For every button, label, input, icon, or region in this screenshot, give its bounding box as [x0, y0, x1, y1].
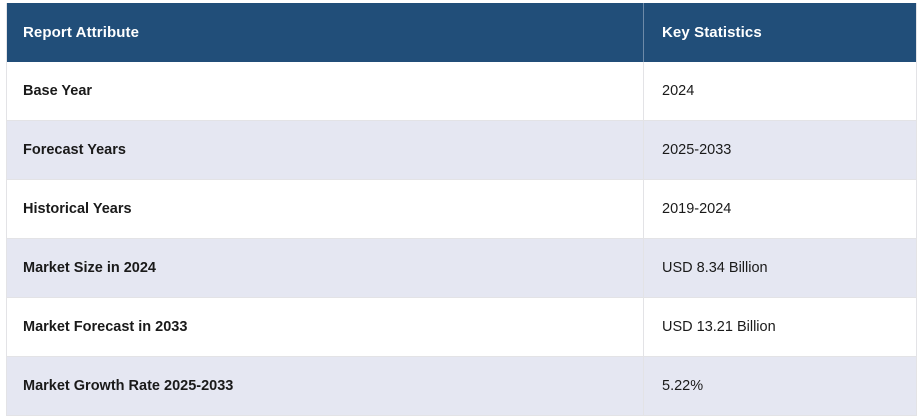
cell-attribute: Historical Years — [6, 179, 644, 239]
table-body: Base Year 2024 Forecast Years 2025-2033 … — [6, 62, 917, 416]
table-row: Market Size in 2024 USD 8.34 Billion — [6, 238, 917, 298]
cell-statistic: 5.22% — [643, 356, 917, 416]
cell-attribute: Forecast Years — [6, 120, 644, 180]
table-row: Market Forecast in 2033 USD 13.21 Billio… — [6, 297, 917, 357]
table-row: Forecast Years 2025-2033 — [6, 120, 917, 180]
table-header-row: Report Attribute Key Statistics — [6, 3, 917, 62]
column-header-key-statistics: Key Statistics — [643, 3, 917, 62]
cell-statistic: 2019-2024 — [643, 179, 917, 239]
table-header: Report Attribute Key Statistics — [6, 3, 917, 62]
report-summary-table: Report Attribute Key Statistics Base Yea… — [6, 3, 917, 416]
cell-attribute: Market Forecast in 2033 — [6, 297, 644, 357]
cell-statistic: USD 8.34 Billion — [643, 238, 917, 298]
table-row: Market Growth Rate 2025-2033 5.22% — [6, 356, 917, 416]
cell-attribute: Base Year — [6, 62, 644, 121]
table-row: Historical Years 2019-2024 — [6, 179, 917, 239]
cell-attribute: Market Growth Rate 2025-2033 — [6, 356, 644, 416]
cell-attribute: Market Size in 2024 — [6, 238, 644, 298]
column-header-report-attribute: Report Attribute — [6, 3, 644, 62]
table-row: Base Year 2024 — [6, 62, 917, 121]
cell-statistic: USD 13.21 Billion — [643, 297, 917, 357]
cell-statistic: 2024 — [643, 62, 917, 121]
cell-statistic: 2025-2033 — [643, 120, 917, 180]
